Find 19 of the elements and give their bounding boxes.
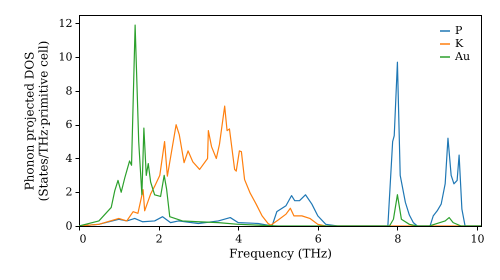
y-tick-label: 2 — [66, 186, 72, 199]
y-tick-label: 4 — [66, 152, 72, 165]
x-tick-label: 10 — [470, 232, 485, 246]
x-axis-title: Frequency (THz) — [229, 246, 332, 260]
y-tick-label: 0 — [66, 220, 72, 232]
x-tick-label: 8 — [394, 232, 402, 246]
y-tick-label: 8 — [66, 84, 72, 98]
legend-label: Au — [454, 50, 470, 63]
y-axis-title: Phonon projected DOS (States/THz·primitive cell) — [22, 40, 51, 202]
y-tick-label: 10 — [58, 50, 72, 64]
x-tick-label: 6 — [314, 232, 322, 246]
legend-label: K — [455, 37, 464, 50]
line-series — [79, 24, 481, 226]
y-tick-label: 6 — [66, 118, 72, 132]
x-tick-label: 0 — [80, 232, 86, 246]
legend-label: P — [455, 24, 463, 37]
y-tick-label: 12 — [58, 16, 72, 30]
x-tick-label: 2 — [156, 232, 163, 246]
x-tick-label: 4 — [235, 232, 242, 246]
